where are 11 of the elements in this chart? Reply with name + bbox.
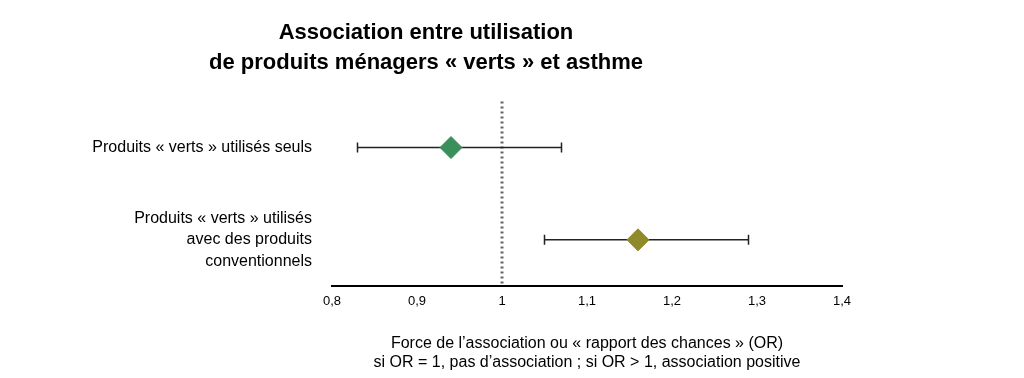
x-tick-label: 1,3 [747,293,767,309]
x-tick-label: 1,2 [662,293,682,309]
x-tick-label: 0,8 [322,293,342,309]
x-tick-label: 1,1 [577,293,597,309]
x-tick-label: 0,9 [407,293,427,309]
x-tick-label: 1,4 [832,293,852,309]
y-tick-label: Produits « verts » utilisés seuls [92,137,312,155]
y-tick-label: Produits « verts » utilisés avec des produits conventionnels [134,208,312,269]
x-tick-label: 1 [498,293,506,309]
chart-title: Association entre utilisation de produits ménagers « verts » et asthme [208,18,644,74]
x-axis-title: Force de l’association ou « rapport des chances » (OR) si OR = 1, pas d’association ; si OR > 1, association positive [373,333,801,370]
